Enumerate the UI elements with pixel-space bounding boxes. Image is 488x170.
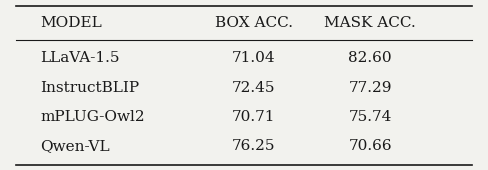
- Text: 70.71: 70.71: [232, 110, 275, 124]
- Text: 70.66: 70.66: [348, 139, 392, 153]
- Text: MODEL: MODEL: [40, 16, 102, 30]
- Text: InstructBLIP: InstructBLIP: [40, 81, 140, 95]
- Text: mPLUG-Owl2: mPLUG-Owl2: [40, 110, 145, 124]
- Text: 82.60: 82.60: [348, 51, 392, 65]
- Text: 75.74: 75.74: [348, 110, 392, 124]
- Text: 72.45: 72.45: [232, 81, 275, 95]
- Text: BOX ACC.: BOX ACC.: [215, 16, 293, 30]
- Text: LLaVA-1.5: LLaVA-1.5: [40, 51, 120, 65]
- Text: MASK ACC.: MASK ACC.: [325, 16, 416, 30]
- Text: 77.29: 77.29: [348, 81, 392, 95]
- Text: 76.25: 76.25: [232, 139, 275, 153]
- Text: 71.04: 71.04: [232, 51, 276, 65]
- Text: Qwen-VL: Qwen-VL: [40, 139, 110, 153]
